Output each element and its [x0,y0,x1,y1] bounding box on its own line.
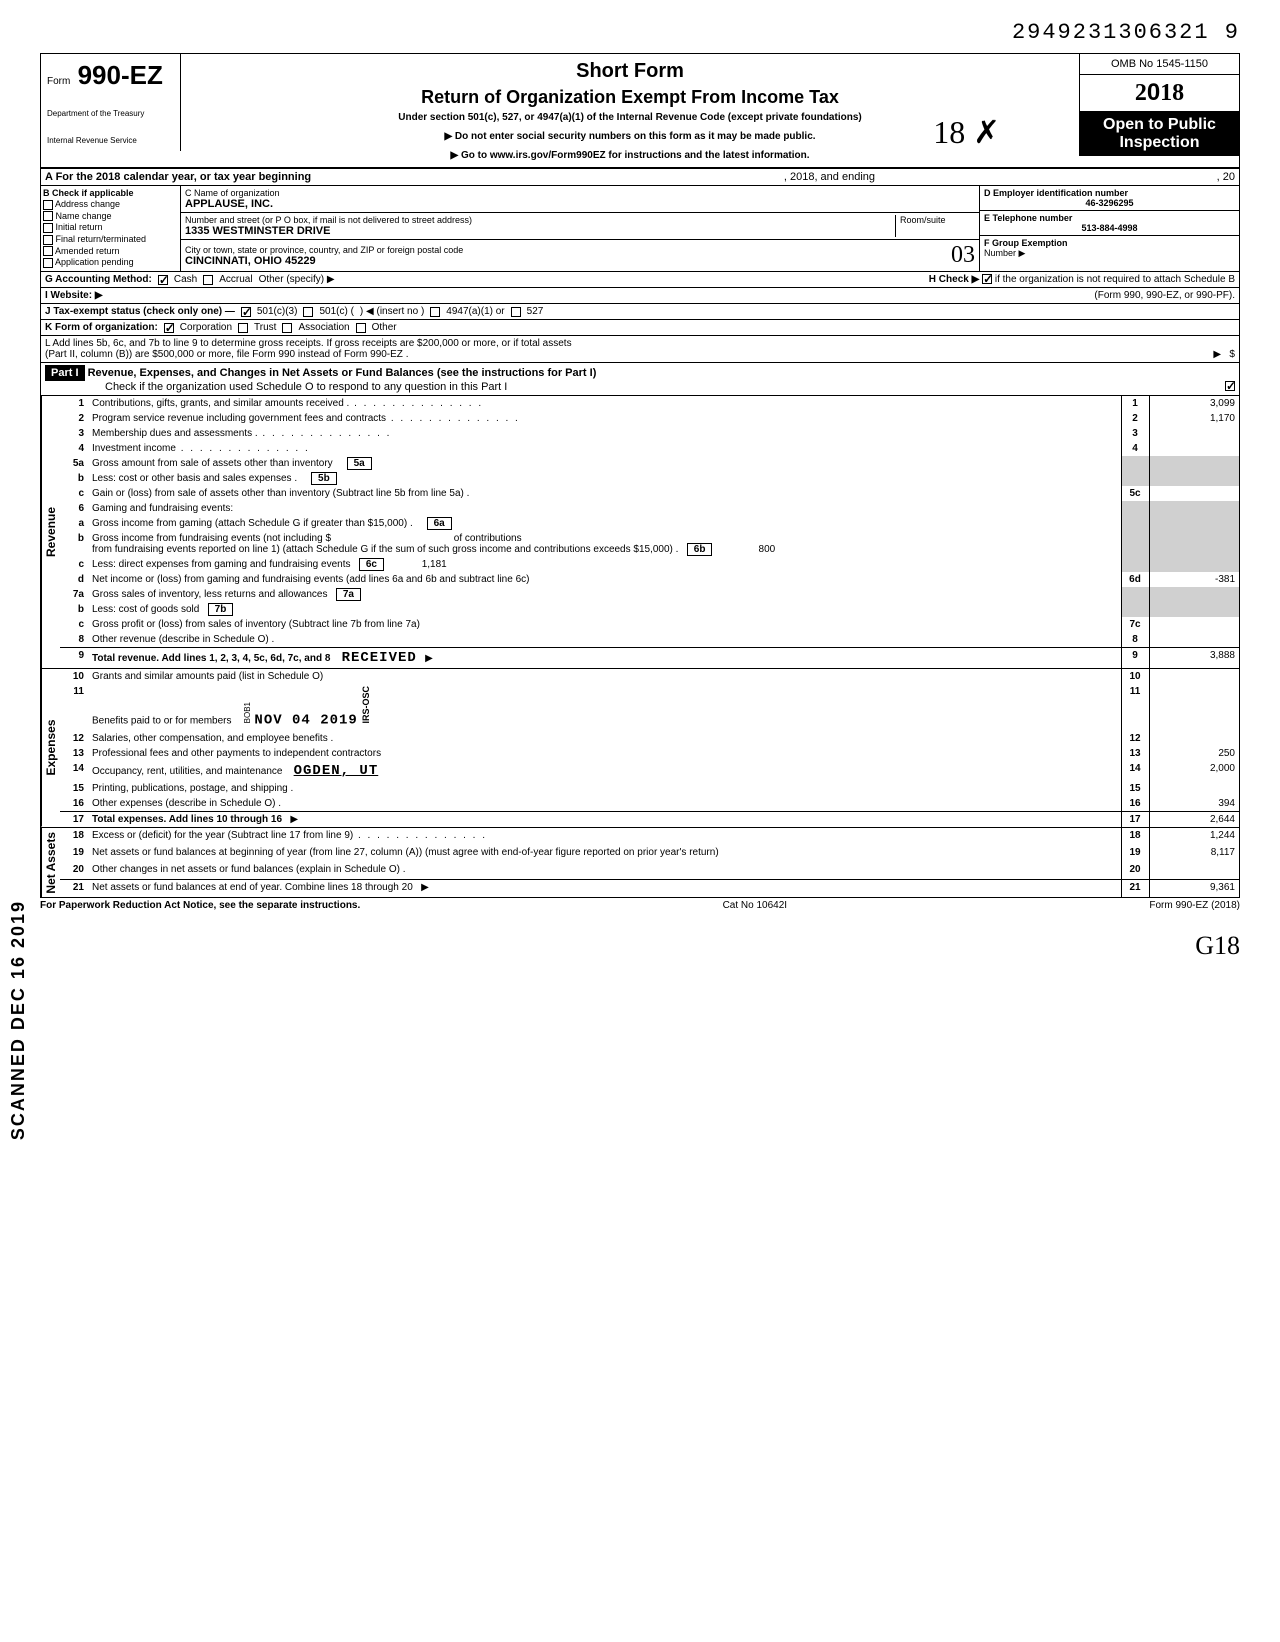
form-number: 990-EZ [78,60,163,90]
note-website: ▶ Go to www.irs.gov/Form990EZ for instru… [191,150,1069,161]
chk-accrual[interactable] [203,275,213,285]
short-form-title: Short Form [191,60,1069,83]
org-name: APPLAUSE, INC. [185,198,273,210]
expenses-label: Expenses [41,669,60,827]
revenue-table: 1Contributions, gifts, grants, and simil… [60,396,1239,668]
line1-amount: 3,099 [1149,396,1239,411]
netassets-table: 18Excess or (deficit) for the year (Subt… [60,828,1239,898]
chk-initial-return[interactable]: Initial return [43,222,178,233]
chk-name-change[interactable]: Name change [43,211,178,222]
city-label: City or town, state or province, country… [185,245,463,255]
cat-no: Cat No 10642I [723,900,788,911]
chk-527[interactable] [511,307,521,317]
doc-number: 2949231306321 9 [40,20,1240,45]
stamp-ogden: OGDEN, UT [294,763,379,779]
handwritten-g18: G18 [40,931,1240,961]
chk-trust[interactable] [238,323,248,333]
e-label: E Telephone number [984,213,1072,223]
d-label: D Employer identification number [984,188,1128,198]
line21-amount: 9,361 [1149,879,1239,897]
form-label: Form [47,76,70,87]
row-g: G Accounting Method: Cash Accrual Other … [40,272,1240,288]
tax-year: 20201818 [1079,75,1239,112]
line6b-value: 800 [715,544,775,555]
expenses-table: 10Grants and similar amounts paid (list … [60,669,1239,827]
row-k: K Form of organization: Corporation Trus… [40,320,1240,336]
footer: For Paperwork Reduction Act Notice, see … [40,900,1240,911]
open-to-public: Open to Public Inspection [1079,112,1239,156]
c-label: C Name of organization [185,188,280,198]
paperwork-notice: For Paperwork Reduction Act Notice, see … [40,900,360,911]
stamp-received: RECEIVED [342,650,417,666]
ein: 46-3296295 [984,198,1235,208]
row-i: I Website: ▶ (Form 990, 990-EZ, or 990-P… [40,288,1240,304]
chk-corp[interactable] [164,323,174,333]
b-header: B Check if applicable [43,188,178,198]
line14-amount: 2,000 [1149,761,1239,781]
line9-amount: 3,888 [1149,648,1239,669]
revenue-label: Revenue [41,396,60,668]
row-a-tax-year: A For the 2018 calendar year, or tax yea… [40,169,1240,186]
line13-amount: 250 [1149,746,1239,761]
line17-amount: 2,644 [1149,811,1239,827]
chk-final-return[interactable]: Final return/terminated [43,234,178,245]
part1-title: Revenue, Expenses, and Changes in Net As… [88,367,597,379]
f-label: F Group Exemption [984,238,1068,248]
handwritten-initials: 18 ✗ [933,113,1000,151]
chk-amended[interactable]: Amended return [43,246,178,257]
netassets-label: Net Assets [41,828,60,898]
street: 1335 WESTMINSTER DRIVE [185,225,330,237]
form-header: Form 990-EZ Department of the Treasury I… [40,53,1240,169]
chk-501c[interactable] [303,307,313,317]
handwritten-code: 03 [951,242,975,269]
line18-amount: 1,244 [1149,828,1239,845]
part1-tag: Part I [45,365,85,381]
chk-h[interactable] [982,274,992,284]
info-grid: B Check if applicable Address change Nam… [40,186,1240,272]
f-label2: Number ▶ [984,248,1025,258]
line19-amount: 8,117 [1149,845,1239,862]
line2-amount: 1,170 [1149,411,1239,426]
stamp-date: NOV 04 2019 [254,713,357,729]
form-ref: Form 990-EZ (2018) [1149,900,1240,911]
chk-other[interactable] [356,323,366,333]
row-j: J Tax-exempt status (check only one) — 5… [40,304,1240,320]
chk-cash[interactable] [158,275,168,285]
chk-schedule-o[interactable] [1225,381,1235,391]
row-l: L Add lines 5b, 6c, and 7b to line 9 to … [40,336,1240,363]
line6d-amount: -381 [1149,572,1239,587]
scanned-stamp: SCANNED DEC 16 2019 [8,900,29,1140]
room-suite-label: Room/suite [895,215,975,237]
stamp-bob: BOB1 [243,702,252,723]
part1-header-row: Part I Revenue, Expenses, and Changes in… [40,363,1240,396]
city: CINCINNATI, OHIO 45229 [185,255,316,267]
chk-address-change[interactable]: Address change [43,199,178,210]
street-label: Number and street (or P O box, if mail i… [185,215,472,225]
omb-number: OMB No 1545-1150 [1079,54,1239,75]
dept-treasury: Department of the Treasury [47,109,174,118]
dept-irs: Internal Revenue Service [47,136,174,145]
line16-amount: 394 [1149,796,1239,812]
chk-assoc[interactable] [282,323,292,333]
chk-501c3[interactable] [241,307,251,317]
stamp-irs: IRS-OSC [361,686,371,724]
part1-check-text: Check if the organization used Schedule … [105,381,507,393]
chk-4947[interactable] [430,307,440,317]
phone: 513-884-4998 [984,223,1235,233]
chk-pending[interactable]: Application pending [43,257,178,268]
line6c-value: 1,181 [387,559,447,570]
return-title: Return of Organization Exempt From Incom… [191,87,1069,108]
